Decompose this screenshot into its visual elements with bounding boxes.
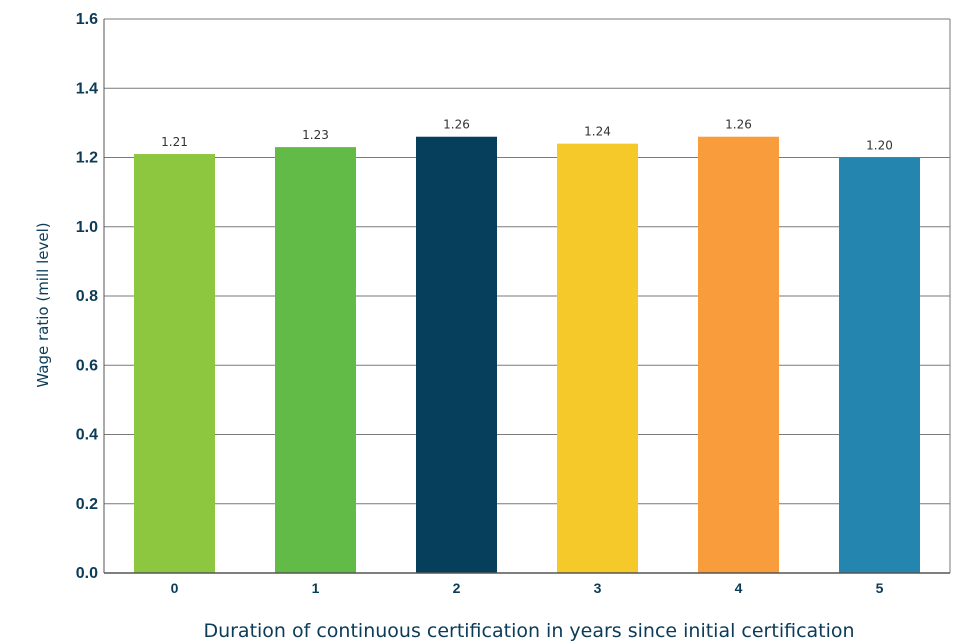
x-tick-label: 1 bbox=[312, 580, 320, 596]
data-label: 1.23 bbox=[302, 128, 329, 142]
bar bbox=[416, 136, 497, 573]
bars bbox=[134, 136, 920, 574]
bar bbox=[698, 136, 779, 573]
x-tick-label: 4 bbox=[735, 580, 743, 596]
y-tick-label: 1.0 bbox=[76, 219, 98, 236]
axes: 0.0 0.2 0.4 0.6 0.8 1.0 1.2 1.4 1.6 0 1 2 3 4 5 bbox=[76, 11, 951, 596]
x-tick-label: 5 bbox=[876, 580, 884, 596]
data-label: 1.24 bbox=[584, 125, 611, 139]
bar bbox=[557, 143, 638, 573]
data-label: 1.26 bbox=[725, 118, 752, 132]
data-label: 1.21 bbox=[161, 135, 188, 149]
x-axis-title: Duration of continuous certification in … bbox=[203, 620, 854, 642]
x-tick-label: 3 bbox=[594, 580, 602, 596]
y-tick-label: 0.8 bbox=[76, 288, 98, 305]
y-tick-label: 1.4 bbox=[76, 80, 98, 97]
bar bbox=[839, 157, 920, 573]
y-tick-label: 0.4 bbox=[76, 427, 98, 444]
data-label: 1.20 bbox=[866, 139, 893, 153]
gridlines bbox=[104, 18, 950, 505]
bar bbox=[134, 154, 215, 573]
bar bbox=[275, 147, 356, 574]
x-tick-label: 0 bbox=[171, 580, 179, 596]
y-tick-label: 0.6 bbox=[76, 357, 98, 374]
y-axis-title: Wage ratio (mill level) bbox=[34, 222, 52, 387]
data-labels: 1.21 1.23 1.26 1.24 1.26 1.20 bbox=[161, 118, 893, 153]
x-tick-label: 2 bbox=[453, 580, 461, 596]
data-label: 1.26 bbox=[443, 118, 470, 132]
y-tick-label: 0.2 bbox=[76, 496, 98, 513]
y-tick-label: 0.0 bbox=[76, 565, 98, 582]
y-tick-label: 1.2 bbox=[76, 150, 98, 167]
y-tick-label: 1.6 bbox=[76, 11, 98, 28]
